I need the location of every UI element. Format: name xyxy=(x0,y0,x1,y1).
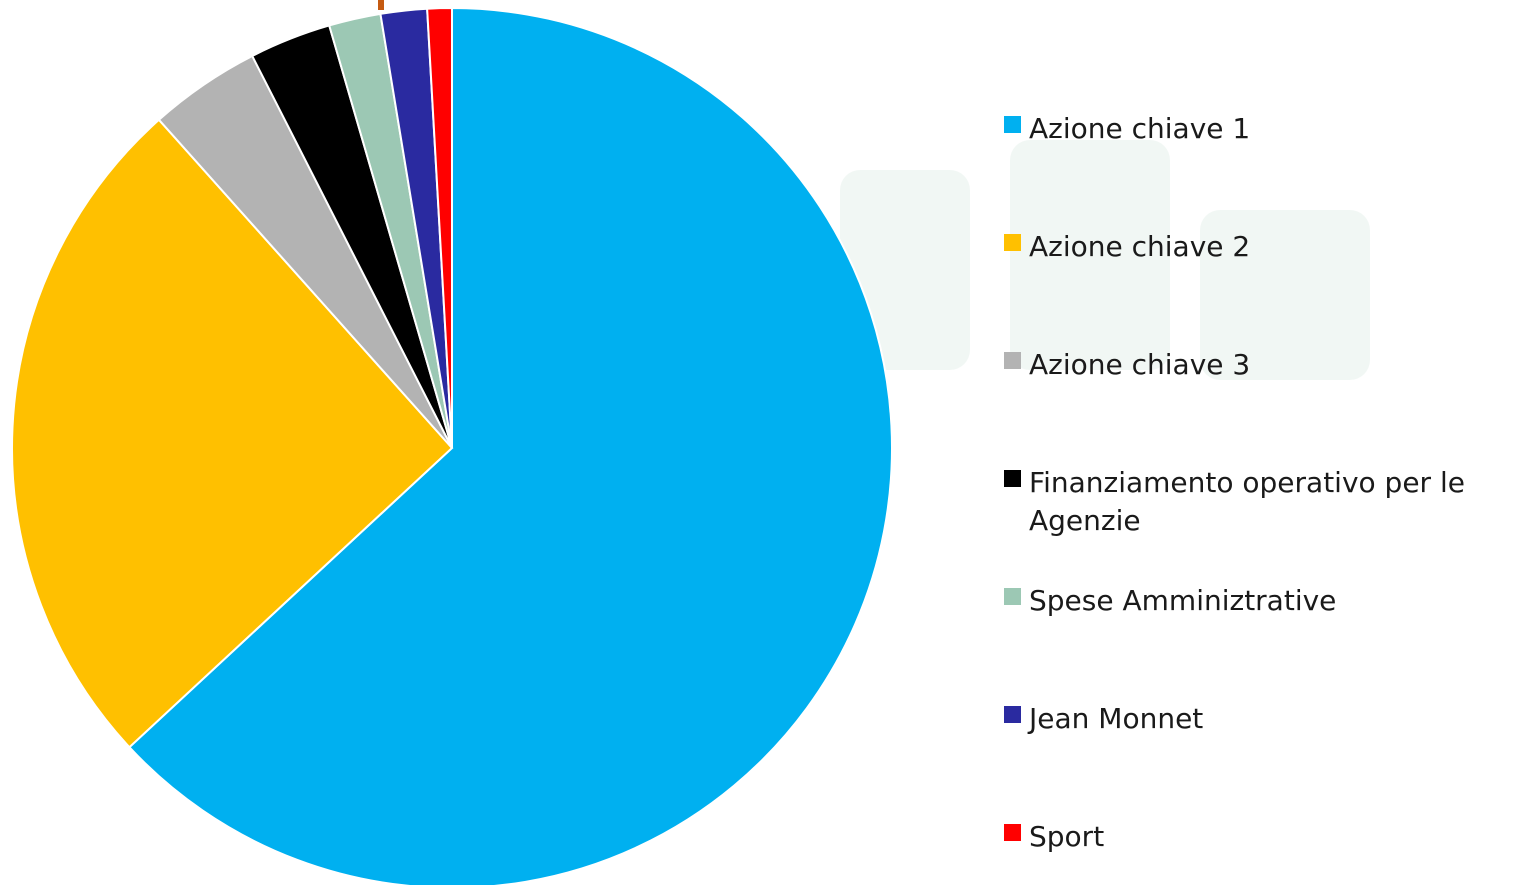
pie-slice-azione-chiave-2 xyxy=(11,118,454,749)
legend-swatch xyxy=(1004,234,1021,251)
legend-label: Finanziamento operativo per le Agenzie xyxy=(1029,466,1465,537)
pie-slice-sport xyxy=(426,6,453,449)
legend-label: Azione chiave 3 xyxy=(1029,348,1251,381)
legend-item-sport: Sport xyxy=(1004,818,1519,856)
legend-label: Jean Monnet xyxy=(1029,702,1204,735)
pie-slice-azione-chiave-1 xyxy=(127,6,893,885)
legend-swatch xyxy=(1004,352,1021,369)
legend-label: Azione chiave 2 xyxy=(1029,230,1251,263)
legend-label: Azione chiave 1 xyxy=(1029,112,1251,145)
legend-item-spese-amminiztrative: Spese Amminiztrative xyxy=(1004,582,1519,620)
legend: Azione chiave 1 Azione chiave 2 Azione c… xyxy=(1004,0,1519,885)
legend-item-azione-chiave-1: Azione chiave 1 xyxy=(1004,110,1519,148)
legend-label: Sport xyxy=(1029,820,1105,853)
top-tick-mark xyxy=(378,0,384,10)
legend-label: Spese Amminiztrative xyxy=(1029,584,1337,617)
legend-swatch xyxy=(1004,588,1021,605)
legend-item-finanziamento-operativo: Finanziamento operativo per le Agenzie xyxy=(1004,464,1519,540)
legend-swatch xyxy=(1004,116,1021,133)
legend-item-jean-monnet: Jean Monnet xyxy=(1004,700,1519,738)
legend-item-azione-chiave-2: Azione chiave 2 xyxy=(1004,228,1519,266)
legend-swatch xyxy=(1004,824,1021,841)
legend-item-azione-chiave-3: Azione chiave 3 xyxy=(1004,346,1519,384)
legend-swatch xyxy=(1004,706,1021,723)
legend-swatch xyxy=(1004,470,1021,487)
